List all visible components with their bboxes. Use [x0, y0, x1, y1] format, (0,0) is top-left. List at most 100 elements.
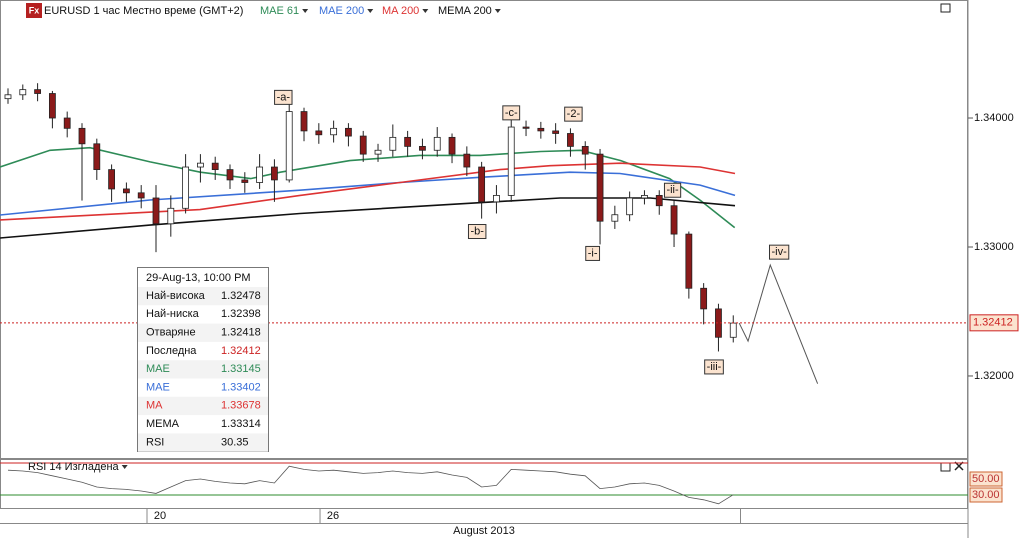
candle-body	[478, 166, 486, 203]
info-value: 1.32412	[221, 345, 261, 357]
info-value: 1.33402	[221, 381, 261, 393]
info-label: Последна	[146, 345, 197, 357]
wave-label-box	[585, 245, 601, 261]
candle-body	[670, 205, 678, 235]
candle-body	[48, 93, 56, 119]
candle-body	[567, 133, 574, 147]
wave-label-box	[467, 224, 487, 240]
wave-label-text: -iv-	[771, 246, 787, 258]
wave-label: -c-	[502, 105, 521, 121]
rsi-tick-box	[969, 471, 1003, 487]
candle-body	[315, 130, 323, 136]
info-row-bg	[138, 433, 268, 452]
legend-entry[interactable]: MA 200	[382, 5, 419, 17]
info-date: 29-Aug-13, 10:00 PM	[146, 272, 251, 284]
info-label: Отваряне	[146, 327, 196, 339]
candle-body	[123, 188, 130, 194]
last-price-label: 1.32412	[973, 317, 1013, 329]
legend-entry[interactable]: MEMA 200	[438, 5, 492, 17]
info-row-bg	[138, 360, 268, 379]
info-label: Най-висока	[146, 290, 206, 302]
wave-label-text: -i-	[588, 247, 598, 259]
wave-label-box	[564, 106, 583, 122]
info-value: 30.35	[221, 436, 249, 448]
candle-body	[626, 197, 634, 216]
wave-label: -2-	[564, 106, 583, 122]
y-tick-label: 1.32000	[974, 370, 1014, 382]
maximize-button[interactable]	[940, 3, 951, 13]
candle-body	[641, 195, 648, 199]
info-value: 1.33145	[221, 363, 261, 375]
candle-body	[167, 207, 175, 225]
candle-body	[345, 127, 352, 137]
moving-average-line	[0, 197, 736, 239]
candle-body	[448, 136, 456, 155]
info-value: 1.33314	[221, 418, 261, 430]
info-value: 1.32478	[221, 290, 261, 302]
info-row-bg	[138, 323, 268, 342]
wave-label-text: -ii-	[666, 184, 679, 196]
candle-body	[404, 136, 412, 147]
candle-body	[152, 197, 160, 225]
candle-body	[241, 179, 249, 183]
y-tick-label: 1.33000	[974, 241, 1014, 253]
candle-body	[300, 111, 308, 132]
candle-body	[700, 287, 708, 310]
candle-body	[330, 127, 338, 136]
rsi-panel-frame	[0, 459, 968, 509]
wave-label-box	[704, 359, 724, 375]
candle-body	[537, 127, 545, 132]
wave-label: -iv-	[768, 244, 790, 260]
candle-body	[419, 145, 426, 151]
moving-average-line	[0, 162, 736, 221]
candle-body	[63, 117, 71, 129]
legend-entry[interactable]: MAE 200	[319, 5, 364, 17]
legend-dropdown[interactable]	[494, 9, 501, 13]
wave-label-box	[768, 244, 790, 260]
candle-body	[34, 89, 41, 94]
wave-label: -i-	[585, 245, 601, 261]
x-axis-label: August 2013	[453, 525, 515, 537]
wave-label: -ii-	[663, 182, 682, 198]
candle-body	[611, 214, 619, 222]
info-label: MAE	[146, 363, 170, 375]
legend-dropdown[interactable]	[302, 9, 309, 13]
rsi-tick-label: 30.00	[972, 489, 1000, 501]
wave-label: -iii-	[704, 359, 724, 375]
candle-body	[359, 135, 367, 155]
info-label: RSI	[146, 436, 164, 448]
candle-body	[552, 130, 560, 134]
wave-label: -b-	[467, 224, 487, 240]
rsi-line	[7, 465, 734, 505]
wave-label-text: -a-	[277, 91, 291, 103]
candle-body	[374, 149, 382, 155]
wave-label-text: -b-	[470, 225, 484, 237]
legend-dropdown[interactable]	[367, 9, 374, 13]
rsi-title[interactable]: RSI 14 Изгладена	[28, 461, 120, 473]
info-row-bg	[138, 396, 268, 416]
wave-label: -a-	[274, 89, 293, 105]
wave-label-box	[663, 182, 682, 198]
legend-entry[interactable]: MAE 61	[260, 5, 299, 17]
info-label: MEMA	[146, 418, 180, 430]
candle-body	[211, 162, 219, 171]
x-tick-label: 20	[154, 510, 166, 522]
x-tick-label: 26	[327, 510, 339, 522]
chart-title: EURUSD 1 час Местно време (GMT+2)	[44, 5, 243, 17]
legend-dropdown[interactable]	[422, 9, 429, 13]
candle-body	[226, 169, 234, 181]
candle-body	[78, 127, 86, 145]
candle-body	[655, 195, 663, 207]
info-label: MAE	[146, 381, 170, 393]
candle-body	[596, 153, 604, 222]
candle-body	[19, 89, 27, 96]
app-icon-text: Fx	[29, 5, 40, 15]
wave-label-box	[274, 89, 293, 105]
app-icon[interactable]	[26, 3, 42, 18]
candle-body	[522, 126, 530, 129]
rsi-dropdown[interactable]	[121, 465, 128, 469]
rsi-tick-box	[969, 487, 1003, 503]
last-price-tag	[969, 314, 1019, 332]
rsi-tick-label: 50.00	[972, 473, 1000, 485]
candle-body	[182, 166, 190, 209]
